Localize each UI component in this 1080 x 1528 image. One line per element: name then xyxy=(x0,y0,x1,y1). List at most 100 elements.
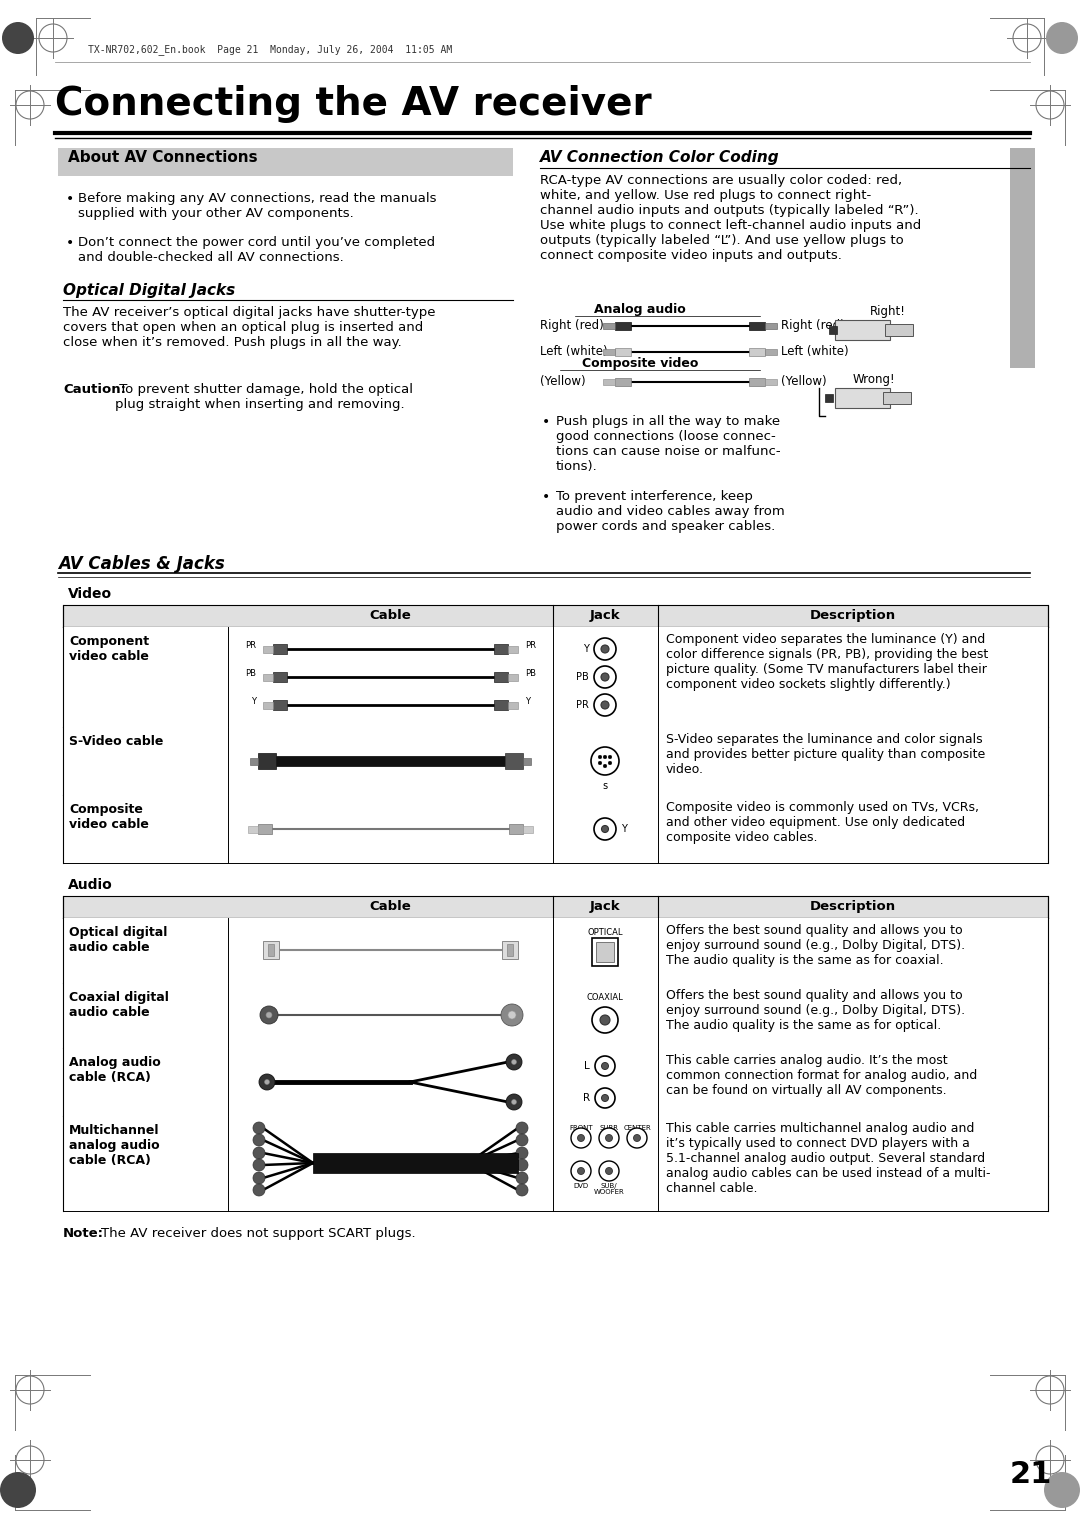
Bar xyxy=(268,944,274,957)
Bar xyxy=(835,319,890,341)
Circle shape xyxy=(591,747,619,775)
Bar xyxy=(750,348,765,356)
Circle shape xyxy=(1044,1471,1080,1508)
Text: Jack: Jack xyxy=(590,610,620,622)
Text: AV Cables & Jacks: AV Cables & Jacks xyxy=(58,555,225,573)
Circle shape xyxy=(1047,21,1078,53)
Circle shape xyxy=(512,1100,516,1105)
Text: PR: PR xyxy=(576,700,589,711)
Bar xyxy=(765,379,777,385)
Text: Description: Description xyxy=(810,900,896,914)
Circle shape xyxy=(595,1088,615,1108)
Bar xyxy=(63,727,1048,795)
Bar xyxy=(523,827,534,833)
Bar xyxy=(883,393,912,403)
Text: L: L xyxy=(584,1060,590,1071)
Circle shape xyxy=(253,1160,265,1170)
Circle shape xyxy=(507,1054,522,1070)
Text: (Yellow): (Yellow) xyxy=(781,376,826,388)
Text: PB: PB xyxy=(245,669,256,678)
Circle shape xyxy=(600,672,609,681)
Circle shape xyxy=(598,761,602,766)
Circle shape xyxy=(600,645,609,652)
Text: TX-NR702,602_En.book  Page 21  Monday, July 26, 2004  11:05 AM: TX-NR702,602_En.book Page 21 Monday, Jul… xyxy=(87,44,453,55)
Text: Y: Y xyxy=(583,643,589,654)
Text: Component
video cable: Component video cable xyxy=(69,636,149,663)
Text: Video: Video xyxy=(68,587,112,601)
Circle shape xyxy=(0,1471,36,1508)
Bar xyxy=(508,674,518,681)
Bar xyxy=(835,388,890,408)
Circle shape xyxy=(606,1134,612,1141)
Text: PR: PR xyxy=(245,642,256,651)
Bar xyxy=(258,753,276,769)
Text: CENTER: CENTER xyxy=(623,1125,651,1131)
Text: Y: Y xyxy=(621,824,626,834)
Text: •: • xyxy=(66,193,75,206)
Bar xyxy=(508,701,518,709)
Bar xyxy=(765,322,777,329)
Text: •: • xyxy=(542,490,550,504)
Circle shape xyxy=(578,1134,584,1141)
Text: Right (red): Right (red) xyxy=(540,319,604,333)
Circle shape xyxy=(501,1004,523,1025)
Bar xyxy=(63,895,1048,918)
Circle shape xyxy=(516,1184,528,1196)
Text: Right!: Right! xyxy=(870,306,906,318)
Text: Analog audio
cable (RCA): Analog audio cable (RCA) xyxy=(69,1056,161,1083)
Circle shape xyxy=(516,1160,528,1170)
Text: SUB/: SUB/ xyxy=(600,1183,618,1189)
Text: OPTICAL: OPTICAL xyxy=(588,927,623,937)
Text: COAXIAL: COAXIAL xyxy=(586,993,623,1002)
Circle shape xyxy=(602,825,608,833)
Bar xyxy=(273,643,287,654)
Bar xyxy=(313,1154,518,1174)
Text: Composite video: Composite video xyxy=(582,358,698,370)
Bar xyxy=(276,756,505,766)
Text: WOOFER: WOOFER xyxy=(594,1189,624,1195)
Bar xyxy=(603,322,615,329)
Bar xyxy=(273,672,287,681)
Text: •: • xyxy=(66,235,75,251)
Circle shape xyxy=(608,761,611,766)
Text: Offers the best sound quality and allows you to
enjoy surround sound (e.g., Dolb: Offers the best sound quality and allows… xyxy=(666,989,966,1031)
Bar xyxy=(509,824,523,834)
Text: Y: Y xyxy=(251,697,256,706)
Text: Multichannel
analog audio
cable (RCA): Multichannel analog audio cable (RCA) xyxy=(69,1125,160,1167)
Circle shape xyxy=(253,1184,265,1196)
Circle shape xyxy=(594,817,616,840)
Circle shape xyxy=(512,1059,516,1065)
Text: Jack: Jack xyxy=(590,900,620,914)
Circle shape xyxy=(578,1167,584,1175)
Text: R: R xyxy=(583,1093,590,1103)
Text: SURR: SURR xyxy=(599,1125,619,1131)
Circle shape xyxy=(600,1015,610,1025)
Bar xyxy=(505,753,523,769)
Bar xyxy=(63,1048,1048,1115)
Text: Description: Description xyxy=(810,610,896,622)
Circle shape xyxy=(598,755,602,759)
Circle shape xyxy=(608,755,611,759)
Bar xyxy=(750,377,765,387)
Text: Optical digital
audio cable: Optical digital audio cable xyxy=(69,926,167,953)
Bar xyxy=(264,701,273,709)
Circle shape xyxy=(599,1161,619,1181)
Circle shape xyxy=(516,1134,528,1146)
Circle shape xyxy=(253,1148,265,1160)
Bar xyxy=(615,322,631,330)
Circle shape xyxy=(265,1079,270,1085)
Text: Component video separates the luminance (Y) and
color difference signals (PR, PB: Component video separates the luminance … xyxy=(666,633,988,691)
Circle shape xyxy=(259,1074,275,1089)
Circle shape xyxy=(516,1172,528,1184)
Bar xyxy=(264,941,279,960)
Circle shape xyxy=(508,1012,516,1019)
Text: S-Video separates the luminance and color signals
and provides better picture qu: S-Video separates the luminance and colo… xyxy=(666,733,985,776)
Circle shape xyxy=(260,1005,278,1024)
Circle shape xyxy=(507,1094,522,1109)
Text: Left (white): Left (white) xyxy=(781,345,849,359)
Bar xyxy=(885,324,913,336)
Circle shape xyxy=(592,1007,618,1033)
Circle shape xyxy=(594,694,616,717)
Text: Push plugs in all the way to make
good connections (loose connec-
tions can caus: Push plugs in all the way to make good c… xyxy=(556,416,781,474)
Circle shape xyxy=(602,1062,608,1070)
